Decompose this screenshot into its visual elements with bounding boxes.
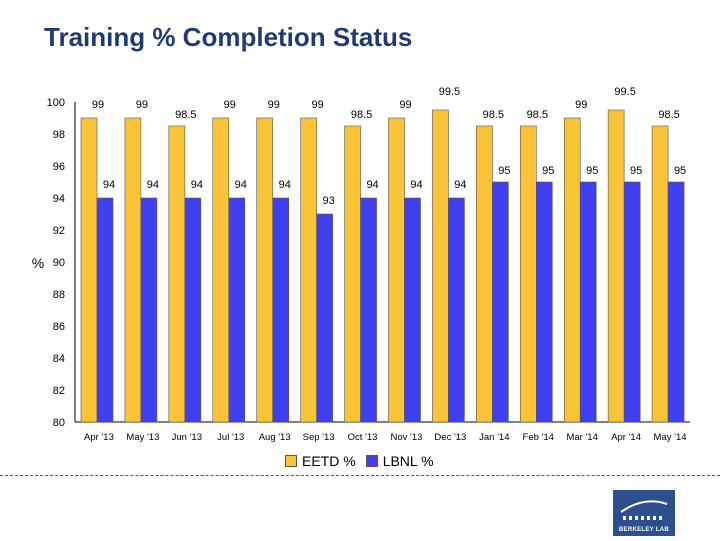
- bar-eetd: [168, 125, 186, 423]
- legend-label-eetd: EETD %: [302, 453, 356, 469]
- data-label-lbnl: 95: [498, 165, 510, 177]
- data-label-lbnl: 94: [147, 179, 159, 191]
- bar-lbnl: [448, 197, 465, 423]
- y-tick-label: 88: [53, 289, 65, 301]
- bar-lbnl: [272, 197, 290, 423]
- data-label-eetd: 99: [399, 99, 411, 111]
- data-label-lbnl: 94: [279, 179, 291, 191]
- bar-eetd: [476, 125, 493, 423]
- data-label-eetd: 99: [312, 99, 324, 111]
- bar-eetd: [432, 109, 449, 423]
- bar-eetd: [212, 117, 230, 423]
- data-label-eetd: 99: [92, 99, 104, 111]
- x-tick-label: Dec '13: [434, 432, 466, 443]
- y-tick-label: 94: [53, 193, 65, 205]
- bar-lbnl: [360, 197, 377, 423]
- bar-lbnl: [316, 213, 333, 423]
- y-tick-label: 90: [53, 257, 65, 269]
- bar-eetd: [607, 109, 625, 423]
- bar-eetd: [80, 117, 98, 423]
- data-label-eetd: 98.5: [527, 109, 548, 121]
- y-tick-label: 92: [53, 225, 65, 237]
- data-label-eetd: 99: [224, 99, 236, 111]
- data-label-eetd: 99: [575, 99, 587, 111]
- x-tick-label: Jun '13: [172, 432, 202, 443]
- data-label-eetd: 98.5: [175, 109, 196, 121]
- bar-lbnl: [579, 181, 597, 423]
- bar-lbnl: [228, 197, 246, 423]
- data-label-lbnl: 94: [191, 179, 203, 191]
- data-label-eetd: 98.5: [483, 109, 504, 121]
- legend-item-eetd: EETD %: [285, 453, 356, 469]
- x-tick-label: Mar '14: [566, 432, 597, 443]
- legend-swatch-eetd: [285, 455, 297, 467]
- x-tick-label: Feb '14: [523, 432, 554, 443]
- data-label-lbnl: 94: [103, 179, 115, 191]
- x-tick-label: Jul '13: [217, 432, 244, 443]
- data-label-lbnl: 95: [542, 165, 554, 177]
- data-label-lbnl: 95: [586, 165, 598, 177]
- y-tick-label: 82: [53, 385, 65, 397]
- data-label-eetd: 98.5: [658, 109, 679, 121]
- bar-lbnl: [623, 181, 641, 423]
- bar-eetd: [563, 117, 581, 423]
- y-tick-label: 80: [53, 417, 65, 429]
- data-label-lbnl: 95: [630, 165, 642, 177]
- y-tick-label: 100: [47, 97, 65, 109]
- chart-legend: EETD % LBNL %: [285, 453, 434, 469]
- legend-item-lbnl: LBNL %: [365, 453, 434, 469]
- x-tick-label: May '14: [654, 432, 687, 443]
- data-label-lbnl: 93: [323, 195, 335, 207]
- bar-lbnl: [667, 181, 685, 423]
- data-label-eetd: 99: [268, 99, 280, 111]
- bar-lbnl: [184, 197, 202, 423]
- bar-eetd: [651, 125, 669, 423]
- legend-swatch-lbnl: [365, 455, 378, 467]
- x-tick-label: Jan '14: [479, 432, 509, 443]
- y-tick-label: 96: [53, 161, 65, 173]
- data-label-lbnl: 94: [235, 179, 247, 191]
- x-tick-label: Nov '13: [391, 432, 423, 443]
- x-tick-label: Oct '13: [348, 432, 378, 443]
- data-label-lbnl: 94: [454, 179, 466, 191]
- lab-building-icon: [620, 500, 668, 520]
- x-tick-label: Apr '14: [611, 432, 641, 443]
- y-tick-label: 86: [53, 321, 65, 333]
- bar-eetd: [300, 117, 317, 423]
- data-label-lbnl: 94: [366, 179, 378, 191]
- bar-lbnl: [404, 197, 421, 423]
- bar-eetd: [124, 117, 142, 423]
- data-label-lbnl: 94: [410, 179, 422, 191]
- bar-eetd: [519, 125, 537, 423]
- bar-lbnl: [535, 181, 553, 423]
- page-title: Training % Completion Status: [44, 22, 413, 52]
- bar-eetd: [388, 117, 405, 423]
- bar-lbnl: [492, 181, 509, 423]
- berkeley-lab-logo: BERKELEY LAB: [613, 490, 675, 536]
- bar-lbnl: [96, 197, 114, 423]
- x-tick-label: Apr '13: [84, 432, 114, 443]
- bar-eetd: [344, 125, 361, 423]
- bar-lbnl: [140, 197, 158, 423]
- bar-eetd: [256, 117, 274, 423]
- y-axis-label: %: [32, 255, 44, 271]
- legend-label-lbnl: LBNL %: [382, 453, 434, 469]
- x-tick-label: Aug '13: [259, 432, 291, 443]
- x-tick-label: Sep '13: [303, 432, 335, 443]
- x-tick-label: May '13: [126, 432, 159, 443]
- data-label-eetd: 99.5: [439, 86, 460, 98]
- data-label-lbnl: 95: [674, 165, 686, 177]
- footer-divider: [0, 475, 720, 476]
- logo-text: BERKELEY LAB: [618, 527, 670, 533]
- data-label-eetd: 99.5: [614, 86, 635, 98]
- y-tick-label: 84: [53, 353, 65, 365]
- y-tick-label: 98: [53, 129, 65, 141]
- data-label-eetd: 98.5: [351, 109, 372, 121]
- data-label-eetd: 99: [136, 99, 148, 111]
